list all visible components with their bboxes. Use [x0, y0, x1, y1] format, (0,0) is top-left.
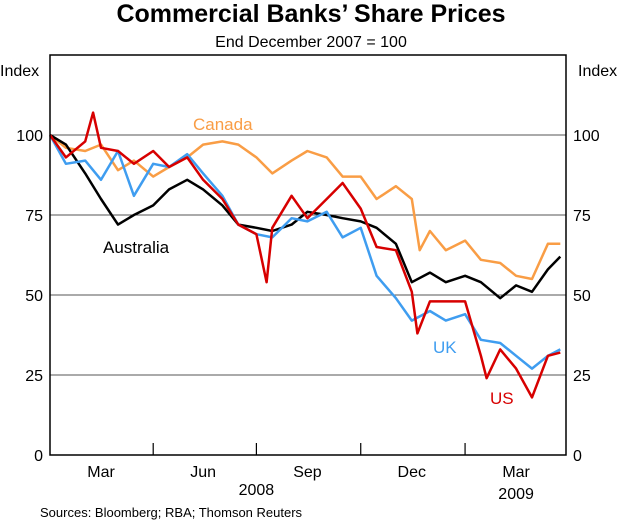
y-tick-label-right: 25: [573, 368, 591, 385]
x-tick-label: Jun: [190, 464, 216, 481]
chart-title: Commercial Banks’ Share Prices: [116, 0, 505, 28]
chart-subtitle: End December 2007 = 100: [215, 34, 407, 51]
y-tick-label-left: 50: [25, 288, 43, 305]
x-year-label: 2008: [239, 482, 275, 499]
y-tick-label-left: 0: [34, 448, 43, 465]
x-tick-label: Mar: [502, 464, 530, 481]
y-tick-label-right: 75: [573, 208, 591, 225]
y-axis-label-right: Index: [578, 63, 617, 80]
y-tick-label-right: 0: [573, 448, 582, 465]
y-tick-label-left: 100: [16, 128, 43, 145]
series-label-us: US: [490, 389, 514, 408]
plot-frame: [49, 54, 567, 456]
y-tick-label-right: 100: [573, 128, 600, 145]
series-label-uk: UK: [433, 338, 457, 357]
series-line-uk: [48, 134, 561, 370]
y-tick-label-right: 50: [573, 288, 591, 305]
y-axis-label-left: Index: [0, 63, 39, 80]
source-note: Sources: Bloomberg; RBA; Thomson Reuters: [40, 505, 303, 520]
x-tick-label: Dec: [398, 464, 426, 481]
series-line-canada: [49, 134, 561, 281]
y-tick-label-left: 75: [25, 208, 43, 225]
series-label-australia: Australia: [103, 238, 170, 257]
x-tick-label: Sep: [293, 464, 322, 481]
series-line-us: [48, 111, 561, 399]
y-tick-label-left: 25: [25, 368, 43, 385]
x-tick-label: Mar: [87, 464, 115, 481]
x-year-label: 2009: [498, 486, 534, 503]
series-label-canada: Canada: [193, 115, 253, 134]
series-line-australia: [49, 133, 562, 300]
